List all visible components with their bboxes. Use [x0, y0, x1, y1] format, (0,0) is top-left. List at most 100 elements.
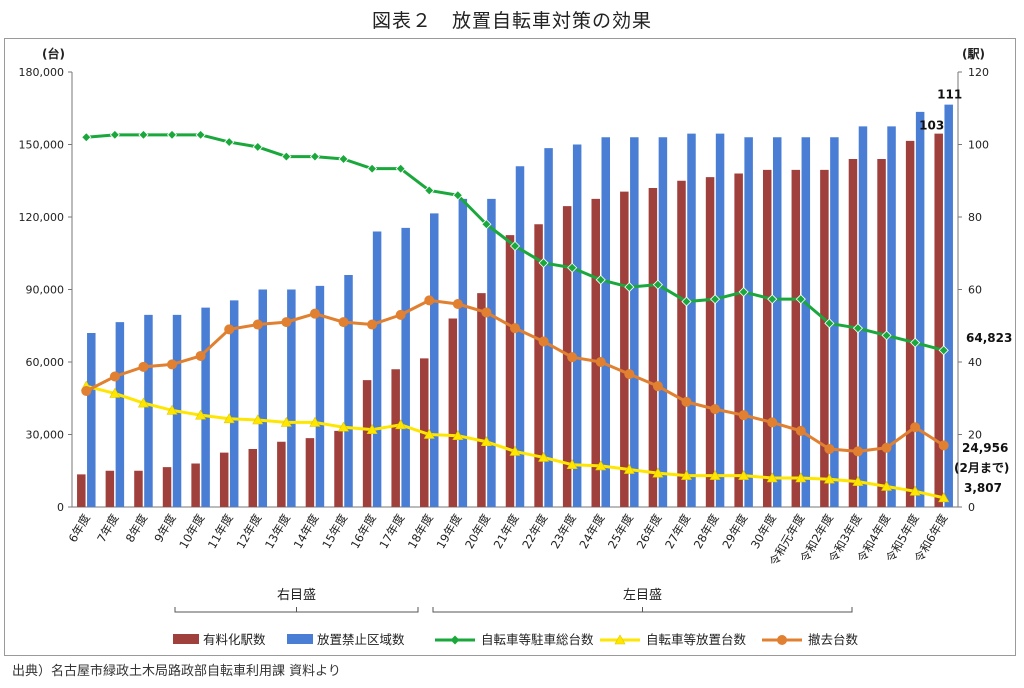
bar-paid-stations [734, 173, 743, 507]
bar-paid-stations [762, 169, 772, 507]
point-removed [395, 309, 406, 320]
point-removed [938, 440, 949, 451]
point-total-parking [738, 286, 749, 297]
left-tick-label: 120,000 [19, 211, 65, 224]
bar-restricted-zones [287, 289, 296, 507]
point-removed [109, 371, 120, 382]
bar-restricted-zones [372, 231, 382, 507]
bar-paid-stations [191, 463, 200, 507]
point-removed [824, 444, 835, 454]
point-abandoned [738, 469, 750, 480]
point-total-parking [881, 330, 892, 341]
point-total-parking [538, 257, 549, 268]
point-removed [138, 361, 149, 372]
legend-swatch [287, 634, 313, 644]
label-paid-last: 103 [919, 119, 944, 133]
bar-restricted-zones [944, 104, 953, 507]
point-removed [538, 336, 549, 347]
bar-restricted-zones [87, 333, 96, 507]
bar-restricted-zones [344, 275, 353, 507]
point-removed [424, 295, 435, 306]
point-total-parking [281, 151, 292, 162]
point-total-parking [424, 185, 435, 196]
point-abandoned [795, 472, 807, 483]
legend-label: 撤去台数 [808, 632, 859, 647]
x-tick-label: 27年度 [662, 511, 693, 551]
x-tick-label: 12年度 [233, 511, 264, 551]
x-tick-label: 19年度 [433, 511, 464, 551]
bar-restricted-zones [772, 137, 782, 507]
source-note: 出典）名古屋市緑政土木局路政部自転車利用課 資料より [12, 664, 341, 679]
point-removed [252, 319, 263, 330]
point-abandoned [223, 413, 235, 424]
legend-marker [614, 634, 626, 645]
point-total-parking [309, 151, 321, 162]
point-removed [567, 352, 578, 363]
left-tick-label: 180,000 [19, 66, 65, 79]
point-abandoned [652, 467, 664, 478]
legend-label: 有料化駅数 [203, 632, 266, 647]
x-tick-label: 15年度 [319, 511, 350, 551]
left-tick-label: 150,000 [19, 139, 65, 152]
label-restricted-last: 111 [937, 88, 962, 102]
point-total-parking [195, 129, 206, 140]
point-total-parking [681, 296, 692, 307]
point-total-parking [81, 132, 92, 143]
bar-restricted-zones [715, 133, 725, 507]
series-line [85, 298, 945, 453]
point-abandoned [338, 421, 350, 432]
bar-paid-stations [477, 293, 486, 507]
point-abandoned [538, 451, 550, 462]
point-removed [281, 317, 292, 328]
group-right-label: 右目盛 [277, 588, 316, 603]
point-removed [224, 324, 235, 335]
right-tick-label: 20 [968, 429, 982, 442]
bar-paid-stations [134, 470, 143, 507]
label-total-last: 64,823 [966, 331, 1012, 345]
point-removed [195, 350, 206, 361]
point-abandoned [595, 460, 607, 471]
x-tick-label: 29年度 [719, 511, 750, 551]
right-tick-label: 60 [968, 284, 982, 297]
label-removed-last: 24,956 [962, 441, 1008, 455]
label-layer: 111 103 64,823 24,956 (2月まで) 3,807 [919, 88, 1012, 495]
x-tick-label: 17年度 [376, 511, 407, 551]
point-abandoned [395, 419, 407, 430]
point-abandoned [166, 404, 178, 415]
point-removed [81, 386, 92, 396]
bar-restricted-zones [744, 137, 753, 507]
point-total-parking [367, 163, 378, 174]
point-removed [852, 446, 863, 457]
x-tick-label: 16年度 [348, 511, 379, 551]
x-tick-label: 6年度 [66, 511, 94, 545]
bar-paid-stations [848, 159, 858, 507]
left-tick-label: 90,000 [26, 284, 65, 297]
bar-restricted-zones [630, 137, 639, 507]
x-tick-label: 21年度 [491, 511, 522, 551]
combo-chart: 0 30,000 60,000 90,000 120,000 150,000 180,000… [19, 46, 1013, 647]
x-tick-label: 26年度 [634, 511, 665, 551]
point-total-parking [624, 282, 635, 293]
bar-paid-stations [448, 318, 458, 507]
point-removed [624, 369, 635, 380]
point-total-parking [652, 279, 663, 290]
bar-paid-stations [77, 474, 86, 507]
bar-restricted-zones [458, 198, 468, 507]
bar-paid-stations [362, 380, 372, 507]
point-removed [710, 404, 721, 415]
left-tick-label: 30,000 [26, 429, 65, 442]
point-total-parking [910, 337, 921, 348]
point-total-parking [452, 190, 463, 201]
point-removed [309, 308, 320, 319]
point-removed [595, 357, 606, 367]
point-removed [452, 299, 463, 309]
point-removed [881, 442, 892, 453]
bar-restricted-zones [115, 322, 125, 507]
point-total-parking [767, 294, 778, 305]
bar-paid-stations [248, 449, 258, 507]
x-tick-label: 8年度 [123, 511, 151, 545]
bar-restricted-zones [915, 111, 925, 507]
bar-paid-stations [219, 452, 229, 507]
bar-paid-stations [334, 430, 343, 507]
